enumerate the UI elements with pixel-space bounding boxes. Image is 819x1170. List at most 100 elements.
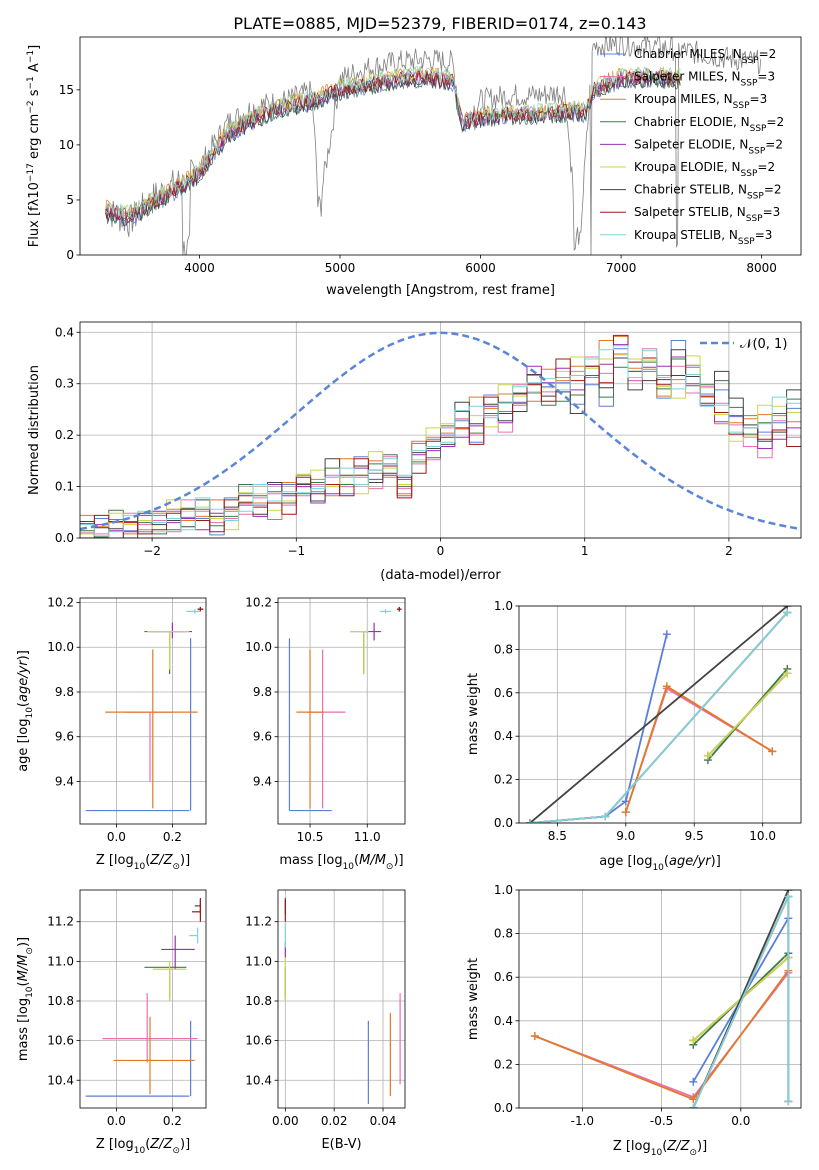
hist-step-kroupa-stelib — [80, 345, 801, 537]
axes-mass-Z: 0.0 0.2 10.4 10.6 10.8 11.0 11.2 — [47, 889, 207, 1128]
axes-frame — [79, 597, 207, 825]
axes-frame — [518, 605, 802, 824]
x-tick-label: 6000 — [465, 261, 496, 275]
x-tick-label: 0.04 — [370, 1114, 397, 1128]
age-z-xlabel-part: Z/Z — [149, 853, 173, 868]
legend-label-part: SSP — [741, 79, 758, 89]
spectrum-ylabel-part: 10 — [27, 182, 42, 199]
plot-area — [85, 897, 201, 1097]
weight-age-xlabel-part: 10 — [652, 863, 664, 873]
x-tick-label: 0.0 — [731, 1114, 750, 1128]
weight-age-xlabel: age [log10(age/yr)] — [599, 854, 721, 873]
weight-z-xlabel-part: Z/Z — [666, 1139, 690, 1154]
plot-area — [288, 606, 402, 812]
spectrum-ylabel-part: A — [27, 63, 42, 76]
legend-label-part: =2 — [765, 137, 783, 151]
spectrum-data-line — [104, 37, 762, 255]
y-tick-label: 0.4 — [55, 325, 74, 339]
age-mass-xlabel-part: ( — [354, 853, 359, 868]
y-tick-label: 11.0 — [245, 954, 272, 968]
y-tick-label: 9.4 — [55, 774, 74, 788]
weight-z-xlabel-part: 10 — [651, 1148, 663, 1158]
y-tick-label: 15 — [59, 83, 74, 97]
y-tick-label: 10.8 — [245, 994, 272, 1008]
age-z-ylabel-part: )] — [16, 650, 31, 660]
weight-z-xlabel-part: ⊙ — [689, 1148, 697, 1158]
weight-age-xlabel-part: age [log — [599, 854, 652, 869]
spectrum-ylabel-part: λ — [27, 198, 42, 206]
y-tick-label: 0.8 — [494, 927, 513, 941]
age-z-xlabel-part: )] — [180, 853, 190, 868]
spectrum-model-chabrier-stelib — [105, 72, 681, 227]
axes-age-mass: 10.5 11.0 9.4 9.6 9.8 10.0 10.2 — [245, 595, 406, 844]
legend-label-part: SSP — [738, 237, 755, 247]
x-tick-label: 0.2 — [163, 1114, 182, 1128]
legend-label: Kroupa STELIB, NSSP=3 — [634, 228, 772, 247]
legend-label-part: Salpeter ELODIE, N — [634, 137, 748, 151]
weight-age-xlabel-part: age/yr — [669, 854, 712, 869]
axes-mass-EBV: 0.00 0.02 0.04 10.4 10.6 10.8 11.0 11.2 — [245, 889, 406, 1128]
legend-label-part: Kroupa MILES, N — [634, 92, 733, 106]
weight-z-xlabel-part: Z [log — [613, 1139, 651, 1154]
legend-label: Chabrier MILES, NSSP=2 — [634, 47, 776, 66]
figure-title: PLATE=0885, MJD=52379, FIBERID=0174, z=0… — [233, 14, 646, 33]
y-tick-label: 1.0 — [494, 883, 513, 897]
y-tick-label: 9.4 — [253, 774, 272, 788]
axes-residuals: −2 −1 0 1 2 0.0 0.1 0.2 0.3 0.4 — [55, 321, 802, 558]
age-mass-xlabel: mass [log10(M/M⊙)] — [279, 853, 403, 872]
legend-label: Chabrier ELODIE, NSSP=2 — [634, 115, 784, 134]
legend-label-part: =2 — [759, 47, 777, 61]
weight-z-xlabel-part: ( — [662, 1139, 667, 1154]
y-tick-label: 0.2 — [55, 428, 74, 442]
y-tick-label: 9.6 — [253, 730, 272, 744]
weight-age-xlabel-part: )] — [711, 854, 721, 869]
y-tick-label: 10.6 — [245, 1034, 272, 1048]
y-tick-label: 0.6 — [494, 686, 513, 700]
y-tick-label: 0 — [66, 248, 74, 262]
x-tick-label: 2 — [725, 544, 733, 558]
age-z-ylabel: age [log10(age/yr)] — [16, 650, 35, 772]
plot-area — [85, 606, 204, 812]
y-tick-label: 10.4 — [245, 1073, 272, 1087]
spectrum-ylabel-part: −1 — [26, 50, 36, 63]
y-tick-label: 11.2 — [245, 915, 272, 929]
x-tick-label: 9.0 — [616, 829, 635, 843]
legend-label-part: Chabrier ELODIE, N — [634, 115, 750, 129]
spectrum-ylabel-part: −2 — [26, 100, 36, 113]
y-tick-label: 10.6 — [47, 1034, 74, 1048]
x-tick-label: 8000 — [746, 261, 777, 275]
mass-z-ylabel-part: ⊙ — [25, 947, 35, 955]
mass-ebv-xlabel: E(B-V) — [321, 1137, 361, 1152]
weight-line-chabrier-miles — [529, 633, 668, 823]
legend-label-part: =3 — [750, 92, 768, 106]
legend-label: Chabrier STELIB, NSSP=2 — [634, 183, 782, 202]
x-tick-label: 5000 — [325, 261, 356, 275]
axes-frame — [277, 889, 406, 1109]
axes-spectrum: 4000 5000 6000 7000 8000 0 5 10 15 — [59, 36, 802, 275]
spectrum-ylabel-part: −17 — [26, 163, 36, 182]
axes-age-Z: 0.0 0.2 9.4 9.6 9.8 10.0 10.2 — [47, 595, 207, 844]
spectrum-model-kroupa-stelib — [105, 65, 681, 220]
age-z-ylabel-part: ( — [16, 702, 31, 707]
legend-label-part: Salpeter MILES, N — [634, 70, 741, 84]
age-z-xlabel-part: ⊙ — [172, 862, 180, 872]
x-tick-label: 1 — [581, 544, 589, 558]
y-tick-label: 11.2 — [47, 915, 74, 929]
plot-area — [530, 890, 793, 1108]
y-tick-label: 9.8 — [55, 685, 74, 699]
legend-label: Kroupa MILES, NSSP=3 — [634, 92, 767, 111]
y-tick-label: 0.2 — [494, 1057, 513, 1071]
mass-z-xlabel-part: Z [log — [96, 1137, 134, 1152]
legend-label-part: SSP — [747, 192, 764, 202]
x-tick-label: 0 — [437, 544, 445, 558]
mass-z-xlabel-part: 10 — [134, 1146, 146, 1156]
spectrum-ylabel-part: s — [27, 89, 42, 100]
legend-label-part: =2 — [757, 160, 775, 174]
mass-z-ylabel-part: ( — [16, 981, 31, 986]
mass-z-xlabel-part: )] — [180, 1137, 190, 1152]
x-tick-label: 0.2 — [163, 830, 182, 844]
y-tick-label: 1.0 — [494, 599, 513, 613]
mass-z-xlabel-part: Z/Z — [149, 1137, 173, 1152]
x-tick-label: 11.0 — [354, 830, 381, 844]
hist-step-kroupa-elodie — [80, 354, 801, 538]
